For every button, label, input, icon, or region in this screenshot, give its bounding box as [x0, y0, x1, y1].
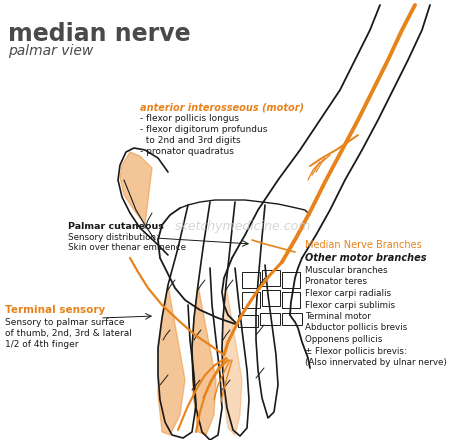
Bar: [242, 272, 260, 288]
Text: - flexor digitorum profundus: - flexor digitorum profundus: [140, 125, 267, 134]
Polygon shape: [158, 285, 185, 435]
Text: Terminal motor: Terminal motor: [305, 312, 371, 321]
Bar: [242, 292, 260, 308]
Text: Skin over thenar eminence: Skin over thenar eminence: [68, 243, 186, 252]
Bar: [282, 272, 300, 288]
Bar: [282, 313, 302, 325]
Text: Sensory to palmar surface: Sensory to palmar surface: [5, 318, 125, 327]
Text: to 2nd and 3rd digits: to 2nd and 3rd digits: [140, 136, 241, 145]
Text: Pronator teres: Pronator teres: [305, 278, 367, 286]
Text: Other motor branches: Other motor branches: [305, 253, 427, 263]
Text: (Also innervated by ulnar nerve): (Also innervated by ulnar nerve): [305, 358, 447, 367]
Text: palmar view: palmar view: [8, 44, 93, 58]
Polygon shape: [192, 285, 216, 435]
Text: sketchymedicine.com: sketchymedicine.com: [175, 220, 311, 233]
Polygon shape: [120, 152, 152, 225]
Text: Opponens pollicis: Opponens pollicis: [305, 335, 383, 344]
Text: - flexor pollicis longus: - flexor pollicis longus: [140, 114, 239, 123]
Text: 1/2 of 4th finger: 1/2 of 4th finger: [5, 340, 79, 349]
Text: Sensory distribution:: Sensory distribution:: [68, 233, 159, 242]
Bar: [262, 270, 280, 286]
Text: Muscular branches: Muscular branches: [305, 266, 388, 275]
Bar: [282, 292, 300, 308]
Text: Abductor pollicis brevis: Abductor pollicis brevis: [305, 323, 407, 333]
Bar: [238, 315, 258, 327]
Text: - pronator quadratus: - pronator quadratus: [140, 147, 234, 156]
Text: ± Flexor pollicis brevis:: ± Flexor pollicis brevis:: [305, 346, 407, 356]
Text: Palmar cutaneous: Palmar cutaneous: [68, 222, 164, 231]
Bar: [260, 313, 280, 325]
Text: Terminal sensory: Terminal sensory: [5, 305, 105, 315]
Bar: [262, 290, 280, 306]
Text: of thumb, 2nd, 3rd & lateral: of thumb, 2nd, 3rd & lateral: [5, 329, 132, 338]
Polygon shape: [222, 285, 242, 435]
Text: Flexor carpi radialis: Flexor carpi radialis: [305, 289, 391, 298]
Text: anterior interosseous (motor): anterior interosseous (motor): [140, 102, 304, 112]
Text: median nerve: median nerve: [8, 22, 191, 46]
Text: Median Nerve Branches: Median Nerve Branches: [305, 240, 422, 250]
Text: Flexor carpi sublimis: Flexor carpi sublimis: [305, 301, 395, 309]
